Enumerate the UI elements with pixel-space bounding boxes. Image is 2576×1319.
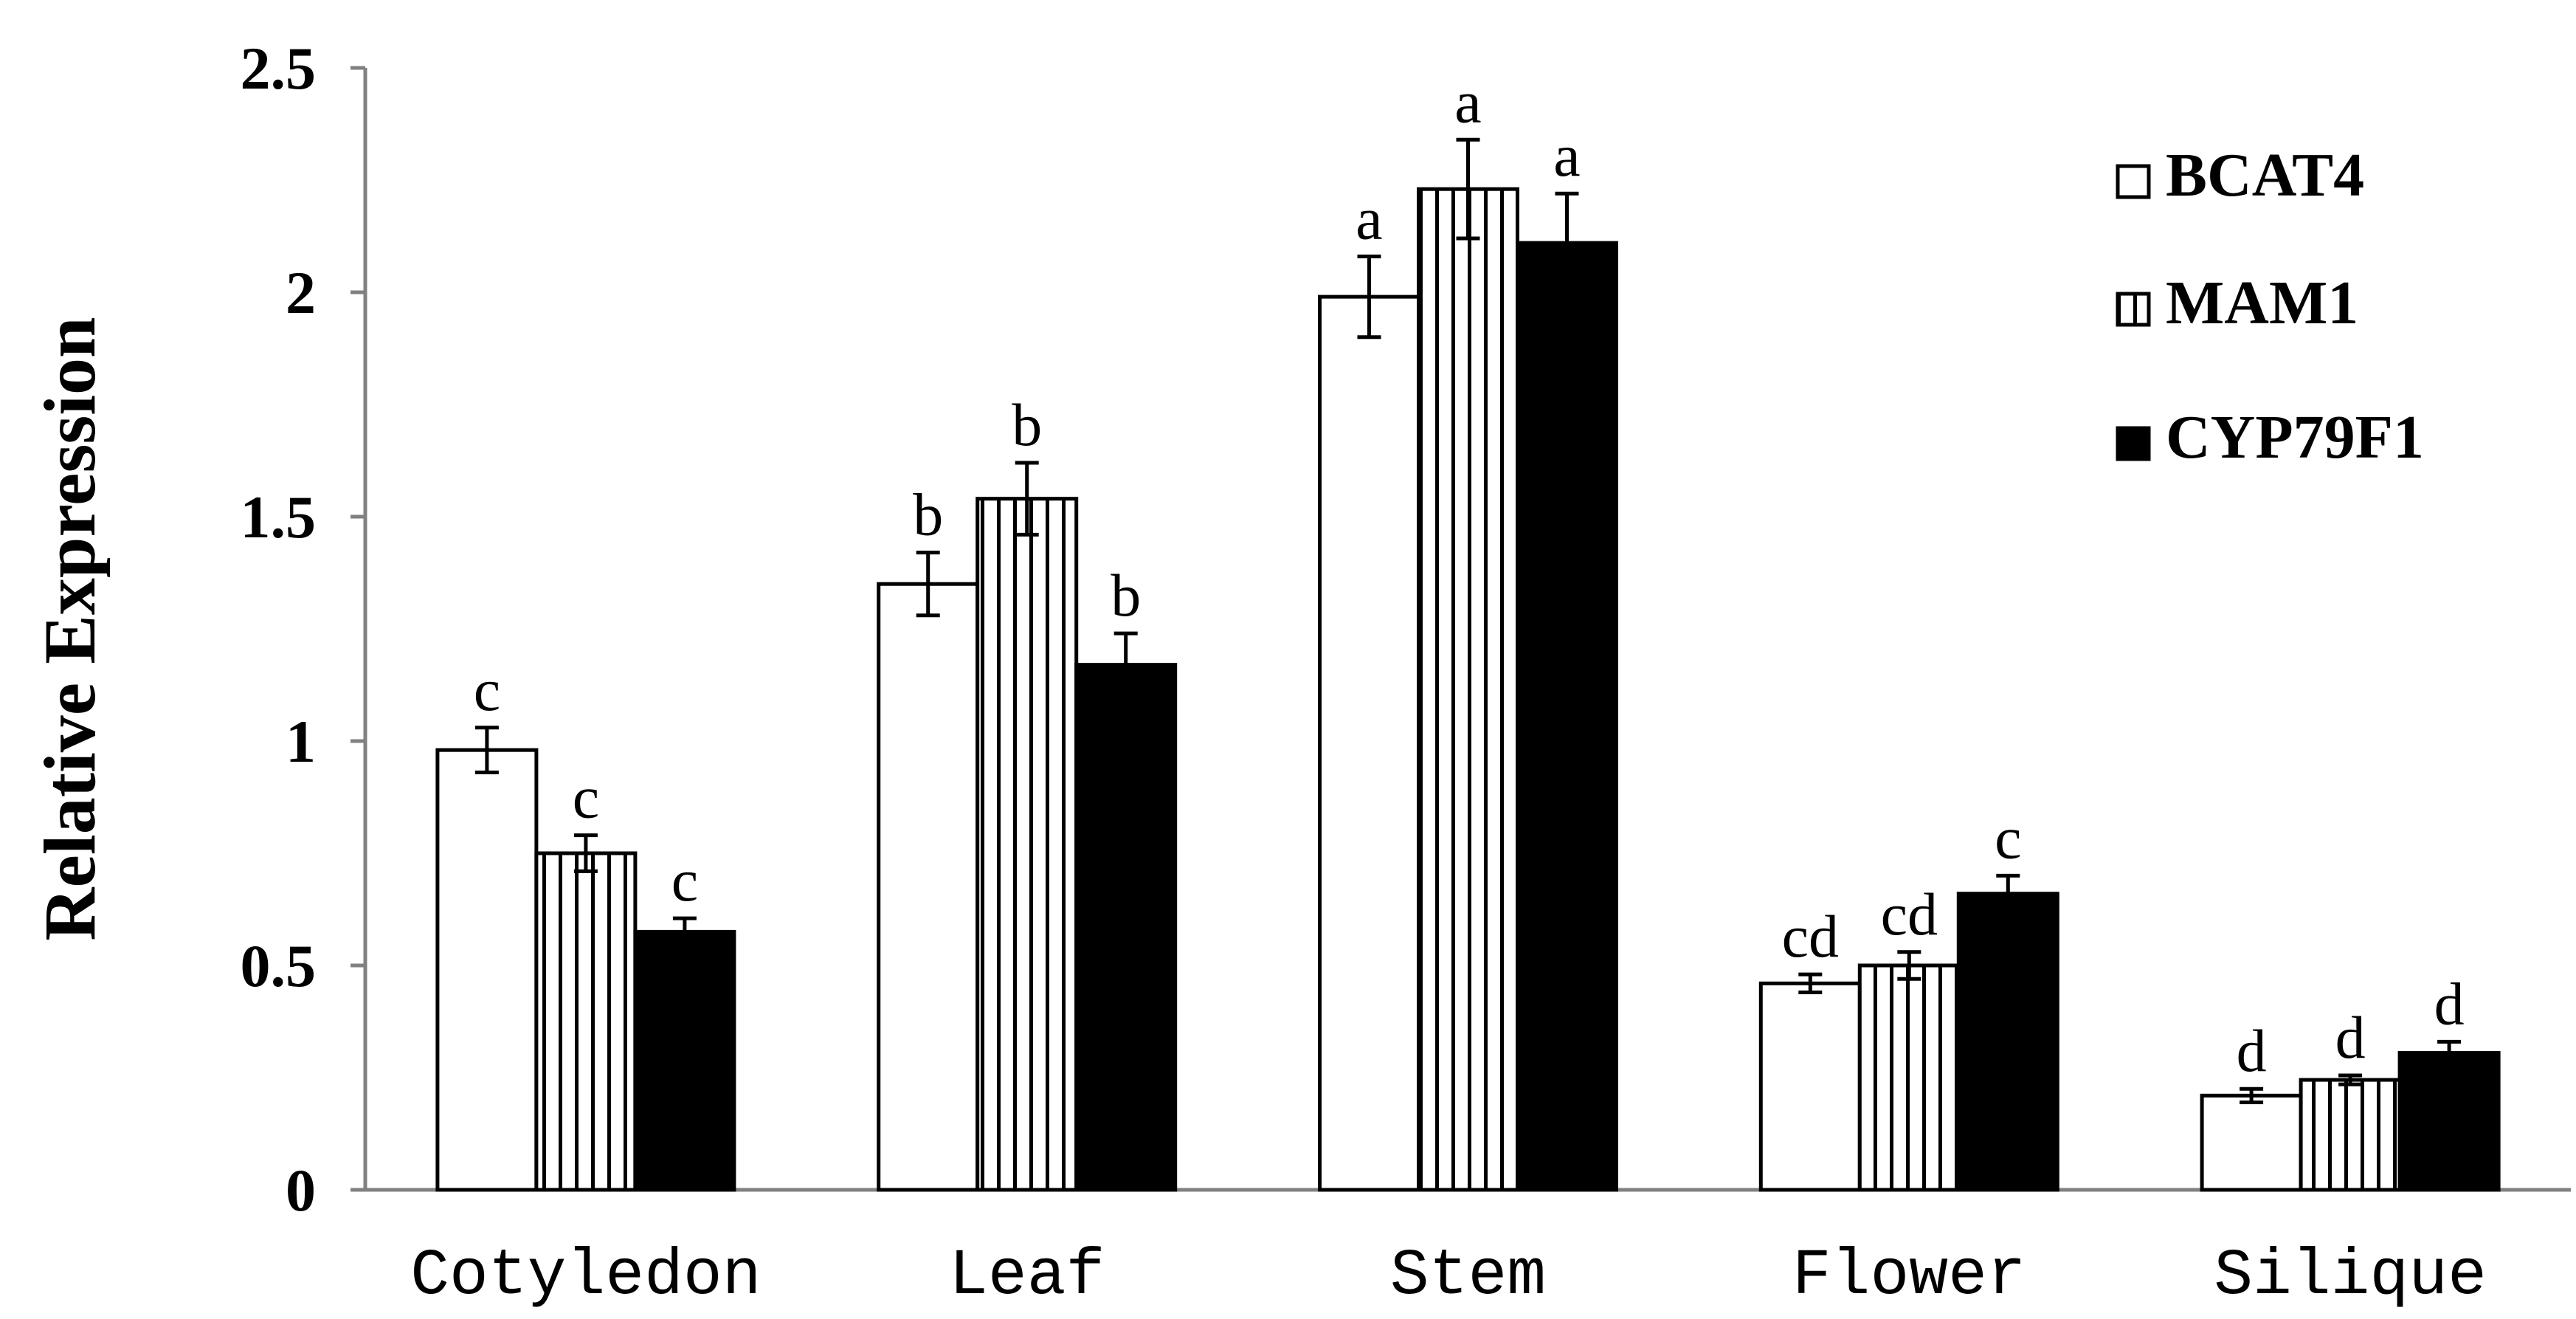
bar (877, 582, 980, 1192)
significance-label: d (2237, 1017, 2267, 1084)
bar (1417, 187, 1519, 1192)
significance-label: c (671, 847, 698, 914)
bar (2299, 1078, 2402, 1192)
bar (1318, 295, 1420, 1192)
legend-swatch (2116, 426, 2151, 461)
y-axis-title: Relative Expression (29, 317, 111, 940)
x-tick-label: Stem (1390, 1240, 1546, 1313)
axes: 0 0.5 1 1.5 2 2.5 Relative Expression Cotyledon… (29, 35, 2571, 1313)
legend-swatch (2116, 164, 2151, 199)
significance-label: a (1356, 185, 1382, 252)
legend-label: BCAT4 (2166, 141, 2364, 210)
significance-label: b (1012, 391, 1042, 458)
x-tick-label: Silique (2214, 1240, 2487, 1313)
significance-label: c (1995, 804, 2021, 871)
significance-label: d (2335, 1004, 2366, 1071)
bar (534, 851, 638, 1192)
y-tick-label: 0.5 (241, 932, 317, 999)
significance-label: cd (1881, 881, 1938, 948)
bar (1956, 892, 2059, 1192)
legend-swatch (2116, 292, 2151, 327)
bar (633, 929, 736, 1192)
bar (1516, 241, 1618, 1192)
y-tick-label: 2.5 (241, 35, 317, 102)
significance-label: d (2434, 970, 2465, 1037)
bar (1857, 963, 1961, 1192)
y-tick-label: 0 (286, 1157, 316, 1224)
y-tick-label: 1 (286, 708, 316, 775)
x-tick-label: Cotyledon (410, 1240, 761, 1313)
bar (2397, 1051, 2501, 1192)
bars (435, 137, 2501, 1192)
legend: BCAT4 MAM1 CYP79F1 (2116, 141, 2424, 472)
significance-label: c (474, 656, 500, 723)
significance-label: b (1111, 562, 1141, 629)
significance-label: a (1454, 68, 1481, 135)
bar (1758, 981, 1862, 1192)
significance-label: cd (1782, 903, 1839, 970)
legend-label: CYP79F1 (2166, 403, 2424, 472)
significance-label: a (1553, 122, 1580, 189)
significance-label: b (913, 481, 943, 548)
x-tick-label: Flower (1792, 1240, 2026, 1313)
x-tick-label: Leaf (949, 1240, 1105, 1313)
bar (1074, 663, 1178, 1192)
y-tick-label: 2 (286, 259, 316, 326)
bar (435, 748, 539, 1192)
legend-label: MAM1 (2166, 269, 2358, 337)
bar (2200, 1093, 2303, 1192)
bar (976, 497, 1079, 1192)
y-tick-label: 1.5 (241, 483, 317, 551)
significance-label: c (573, 764, 599, 831)
